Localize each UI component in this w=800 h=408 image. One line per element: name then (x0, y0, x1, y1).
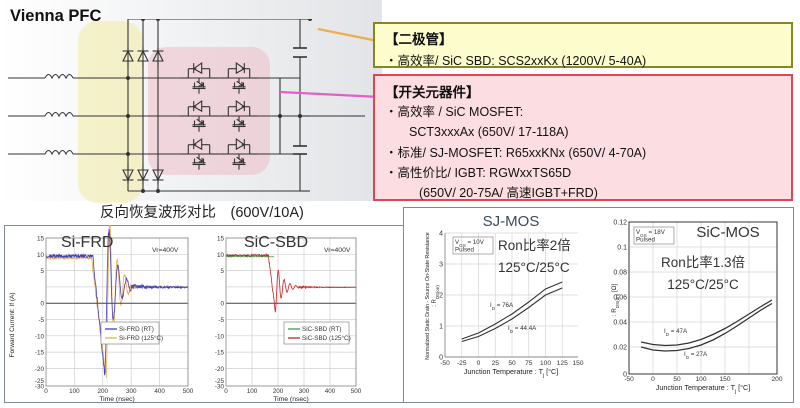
svg-text:Time (nsec): Time (nsec) (99, 396, 135, 403)
svg-text:Time (nsec): Time (nsec) (273, 396, 309, 403)
svg-text:25: 25 (492, 360, 500, 367)
svg-text:Pulsed: Pulsed (636, 237, 655, 244)
svg-text:SiC-SBD (125°C): SiC-SBD (125°C) (302, 334, 351, 342)
svg-text:0.12: 0.12 (613, 220, 627, 227)
svg-text:100: 100 (69, 388, 80, 395)
svg-text:Ron比率1.3倍: Ron比率1.3倍 (661, 254, 745, 270)
svg-text:0.08: 0.08 (613, 270, 627, 277)
svg-text:Vr=400V: Vr=400V (152, 247, 179, 254)
svg-text:400: 400 (325, 388, 336, 395)
svg-text:125°C/25°C: 125°C/25°C (498, 260, 570, 275)
svg-text:500: 500 (351, 388, 362, 395)
svg-text:Vr=400V: Vr=400V (324, 247, 351, 254)
svg-text:Pulsed: Pulsed (455, 247, 474, 254)
svg-text:-15: -15 (35, 350, 45, 357)
svg-text:SiC-SBD: SiC-SBD (244, 234, 308, 251)
svg-text:100: 100 (540, 360, 551, 367)
svg-text:ID = 44.4A: ID = 44.4A (508, 325, 537, 334)
svg-text:-5: -5 (38, 317, 44, 324)
svg-text:4: 4 (439, 231, 443, 238)
svg-text:-20: -20 (35, 366, 45, 373)
svg-text:-25: -25 (457, 360, 467, 367)
svg-text:200: 200 (771, 376, 782, 383)
svg-text:5: 5 (220, 268, 224, 275)
svg-text:300: 300 (126, 388, 137, 395)
svg-text:1: 1 (439, 324, 443, 331)
svg-text:-10: -10 (215, 333, 225, 340)
svg-text:3: 3 (439, 262, 443, 269)
svg-text:Normalized Static Drain - Sour: Normalized Static Drain - Source On-Stat… (425, 232, 431, 360)
svg-text:50: 50 (673, 376, 681, 383)
svg-text:Forward Current: If (A): Forward Current: If (A) (9, 292, 16, 357)
svg-text:-30: -30 (215, 384, 225, 391)
svg-text:75: 75 (525, 360, 533, 367)
svg-text:5: 5 (40, 268, 44, 275)
svg-text:: RDS(on) [Ω]: : RDS(on) [Ω] (611, 283, 620, 316)
svg-text:Ron比率2倍: Ron比率2倍 (498, 237, 571, 253)
svg-text:-20: -20 (215, 366, 225, 373)
svg-text:400: 400 (154, 388, 165, 395)
svg-text:10: 10 (217, 252, 225, 259)
svg-text:0: 0 (651, 376, 655, 383)
svg-text:: RDS(on): : RDS(on) (432, 285, 440, 307)
svg-text:-10: -10 (35, 333, 45, 340)
svg-text:-50: -50 (624, 376, 634, 383)
svg-text:0: 0 (220, 301, 224, 308)
svg-text:100: 100 (695, 376, 706, 383)
svg-text:ID = 27A: ID = 27A (684, 351, 708, 360)
svg-text:10: 10 (37, 252, 45, 259)
svg-text:Si-FRD: Si-FRD (61, 234, 113, 251)
svg-text:0.1: 0.1 (617, 245, 627, 252)
svg-text:Si-FRD (RT): Si-FRD (RT) (119, 326, 154, 333)
svg-text:0: 0 (40, 301, 44, 308)
svg-text:-5: -5 (218, 317, 224, 324)
svg-text:Si-FRD (125°C): Si-FRD (125°C) (119, 334, 163, 342)
svg-text:0.04: 0.04 (613, 320, 627, 327)
svg-text:100: 100 (247, 388, 258, 395)
svg-text:-15: -15 (215, 350, 225, 357)
svg-text:SiC-MOS: SiC-MOS (696, 224, 759, 241)
svg-text:SJ-MOS: SJ-MOS (483, 213, 540, 230)
svg-text:Junction Temperature : Tj [°C]: Junction Temperature : Tj [°C] (656, 383, 750, 395)
svg-text:300: 300 (299, 388, 310, 395)
svg-text:125: 125 (557, 360, 568, 367)
svg-text:50: 50 (508, 360, 516, 367)
svg-text:15: 15 (37, 236, 45, 243)
svg-text:150: 150 (719, 376, 730, 383)
svg-text:0: 0 (224, 388, 228, 395)
svg-text:500: 500 (183, 388, 194, 395)
svg-text:0.02: 0.02 (613, 345, 627, 352)
svg-text:200: 200 (98, 388, 109, 395)
svg-text:SiC-SBD (RT): SiC-SBD (RT) (302, 326, 341, 333)
svg-text:15: 15 (217, 236, 225, 243)
svg-text:0: 0 (477, 360, 481, 367)
svg-text:Junction Temperature : Tj [°C]: Junction Temperature : Tj [°C] (464, 367, 558, 379)
svg-text:0: 0 (44, 388, 48, 395)
svg-text:-50: -50 (440, 360, 450, 367)
svg-text:ID = 76A: ID = 76A (490, 302, 514, 311)
svg-text:ID = 47A: ID = 47A (664, 328, 688, 337)
svg-text:200: 200 (273, 388, 284, 395)
svg-text:125°C/25°C: 125°C/25°C (667, 277, 739, 292)
svg-text:-30: -30 (35, 384, 45, 391)
svg-text:2: 2 (439, 293, 443, 300)
svg-text:150: 150 (572, 360, 583, 367)
